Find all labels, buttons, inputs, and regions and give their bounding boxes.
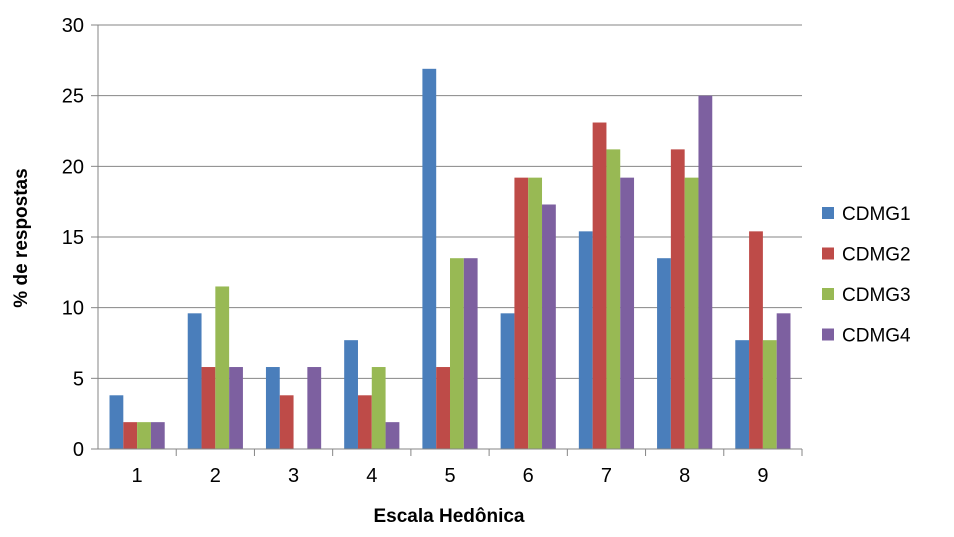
bar-cdmg3-9 <box>762 340 777 449</box>
bar-cdmg4-7 <box>620 177 635 449</box>
bar-cdmg4-8 <box>698 95 713 450</box>
y-tick-label-30: 30 <box>62 15 84 37</box>
bar-cdmg2-1 <box>123 422 138 449</box>
x-tick-label-1: 1 <box>132 465 143 487</box>
bar-cdmg1-6 <box>500 313 515 449</box>
x-tick-label-2: 2 <box>210 465 221 487</box>
bar-cdmg4-4 <box>385 422 400 449</box>
bar-cdmg2-2 <box>201 367 216 449</box>
bar-cdmg2-3 <box>279 395 294 449</box>
x-tick-label-4: 4 <box>366 465 377 487</box>
bar-cdmg1-8 <box>657 258 671 449</box>
bar-cdmg4-9 <box>776 313 791 449</box>
bar-cdmg3-7 <box>606 149 621 449</box>
bar-cdmg1-1 <box>109 395 124 449</box>
bar-cdmg4-1 <box>150 422 165 449</box>
bar-cdmg2-9 <box>749 231 763 449</box>
legend-label-cdmg1: CDMG1 <box>842 204 911 225</box>
y-tick-label-25: 25 <box>62 86 84 108</box>
bar-cdmg2-8 <box>670 149 685 449</box>
bar-cdmg4-5 <box>463 258 478 449</box>
bar-cdmg4-6 <box>542 204 556 449</box>
bars <box>109 68 791 450</box>
y-tick-label-10: 10 <box>62 298 84 320</box>
bar-cdmg2-7 <box>592 122 607 450</box>
y-axis-title: % de respostas <box>11 168 32 307</box>
x-tick-label-9: 9 <box>757 465 768 487</box>
bar-cdmg4-2 <box>229 367 243 449</box>
bar-cdmg2-6 <box>514 177 529 449</box>
bar-cdmg3-2 <box>215 286 230 449</box>
x-tick-label-6: 6 <box>523 465 534 487</box>
bar-cdmg3-5 <box>450 258 464 449</box>
x-tick-label-8: 8 <box>679 465 690 487</box>
bar-cdmg2-5 <box>436 367 450 449</box>
legend-label-cdmg2: CDMG2 <box>842 245 911 266</box>
legend-swatch-cdmg1 <box>822 207 834 219</box>
bar-cdmg3-1 <box>137 422 151 449</box>
legend-label-cdmg4: CDMG4 <box>842 326 911 347</box>
x-tick-label-3: 3 <box>288 465 299 487</box>
y-tick-label-15: 15 <box>62 227 84 249</box>
bar-cdmg4-3 <box>307 367 322 449</box>
legend-swatch-cdmg3 <box>822 288 834 300</box>
bar-cdmg1-3 <box>265 367 280 449</box>
y-tick-label-20: 20 <box>62 156 84 178</box>
tick-labels: 0 5 10 15 20 25 30 1 2 3 4 5 6 7 8 9 <box>62 15 769 487</box>
axes <box>91 24 803 456</box>
x-tick-label-7: 7 <box>601 465 612 487</box>
bar-cdmg1-7 <box>578 231 593 449</box>
bar-cdmg1-9 <box>735 340 750 449</box>
bar-cdmg1-4 <box>344 340 358 449</box>
bar-cdmg3-8 <box>684 177 699 449</box>
bar-cdmg1-2 <box>187 313 202 449</box>
bar-cdmg3-4 <box>371 367 386 449</box>
legend-swatch-cdmg4 <box>822 328 834 341</box>
bar-cdmg2-4 <box>357 395 372 449</box>
x-tick-label-5: 5 <box>444 465 455 487</box>
y-tick-label-5: 5 <box>73 368 84 390</box>
y-tick-label-0: 0 <box>73 439 84 461</box>
x-axis-title: Escala Hedônica <box>373 506 524 527</box>
legend-swatch-cdmg2 <box>822 247 834 260</box>
bar-cdmg1-5 <box>422 68 437 450</box>
legend-label-cdmg3: CDMG3 <box>842 285 911 306</box>
bar-cdmg3-6 <box>528 177 543 449</box>
legend: CDMG1 CDMG2 CDMG3 CDMG4 <box>822 204 911 347</box>
